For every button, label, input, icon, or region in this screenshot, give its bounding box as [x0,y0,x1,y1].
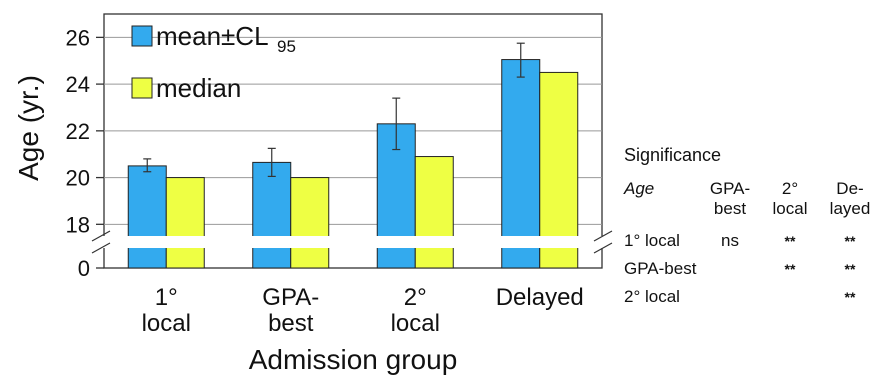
legend-label-median: median [156,73,241,103]
significance-cell: ** [785,261,796,277]
x-category-label: 2° [404,284,427,311]
x-category-label: GPA- [262,284,319,311]
y-tick-label: 24 [66,72,90,97]
legend-label-subscript: 95 [277,37,296,56]
y-tick-label: 26 [66,25,90,50]
plot-frame [103,13,603,269]
median-bar [414,156,454,269]
axis-break-mark [91,242,111,254]
significance-cell: ** [845,233,856,249]
median-bar [165,177,205,269]
significance-cell: ** [785,233,796,249]
significance-column-header: local [773,199,808,218]
significance-cell: ns [721,231,739,250]
significance-row-label: 1° local [624,231,680,250]
x-category-label: Delayed [496,284,584,311]
axis-break-mark [91,230,111,242]
x-category-label: 1° [155,284,178,311]
axis-break-mark [593,242,613,254]
x-category-label: local [391,310,440,337]
mean-bar [501,59,541,269]
significance-title: Significance [624,145,721,165]
y-tick-label: 0 [78,256,90,281]
legend-swatch-mean [131,25,153,47]
significance-row-header: Age [623,179,654,198]
significance-cell: ** [845,261,856,277]
significance-column-header: De- [836,179,863,198]
y-tick-label: 22 [66,119,90,144]
x-category-label: local [142,310,191,337]
significance-column-header: GPA- [710,179,750,198]
legend-label-mean: mean±CL [156,21,269,51]
significance-column-header: 2° [782,179,798,198]
significance-cell: ** [845,289,856,305]
x-axis-title: Admission group [249,344,458,375]
legend-swatch-median [131,77,153,99]
y-tick-label: 18 [66,212,90,237]
mean-bar [127,165,167,269]
significance-row-label: GPA-best [624,259,697,278]
significance-column-header: layed [830,199,871,218]
mean-bar [252,161,292,269]
y-axis-title: Age (yr.) [13,75,44,181]
significance-column-header: best [714,199,746,218]
y-tick-label: 20 [66,166,90,191]
axis-break-gap [92,236,620,248]
median-bar [290,177,330,269]
median-bar [539,71,579,269]
x-category-label: best [268,310,314,337]
significance-row-label: 2° local [624,287,680,306]
axis-break-mark [593,230,613,242]
